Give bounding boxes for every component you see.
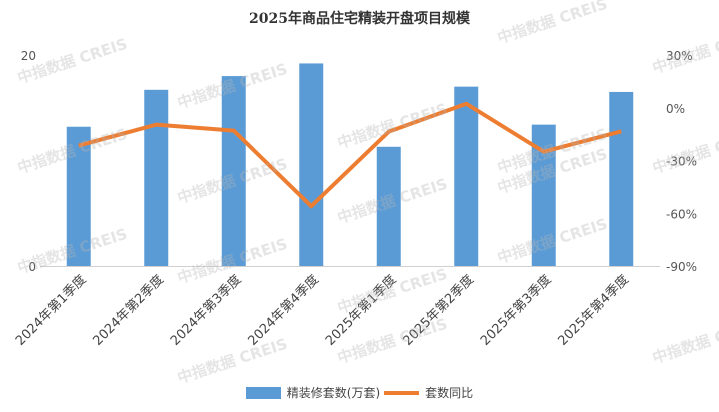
legend-line-swatch bbox=[384, 390, 420, 395]
category-label: 2025年第2季度 bbox=[400, 272, 477, 349]
bar bbox=[144, 89, 169, 266]
right-axis-tick: 0% bbox=[666, 102, 685, 116]
category-label: 2025年第1季度 bbox=[322, 272, 399, 349]
left-axis-tick: 0 bbox=[28, 260, 36, 274]
bar bbox=[376, 146, 401, 266]
legend: 精装修套数(万套) 套数同比 bbox=[0, 384, 719, 401]
legend-bar-label: 精装修套数(万套) bbox=[286, 386, 381, 400]
bar bbox=[221, 76, 246, 266]
category-label: 2024年第2季度 bbox=[90, 272, 167, 349]
right-axis-tick: -30% bbox=[666, 155, 697, 169]
right-axis-tick: -90% bbox=[666, 260, 697, 274]
category-label: 2024年第1季度 bbox=[12, 272, 89, 349]
legend-bar-swatch bbox=[245, 386, 281, 399]
right-axis-tick: -60% bbox=[666, 207, 697, 221]
bar bbox=[66, 126, 91, 267]
bar bbox=[299, 63, 324, 266]
right-axis-tick: 30% bbox=[666, 49, 693, 63]
yoy-line bbox=[78, 101, 622, 209]
bar bbox=[454, 86, 479, 267]
bar bbox=[609, 91, 634, 266]
legend-line-label: 套数同比 bbox=[425, 386, 474, 400]
category-label: 2025年第3季度 bbox=[477, 272, 554, 349]
category-label: 2024年第3季度 bbox=[167, 272, 244, 349]
category-label: 2025年第4季度 bbox=[555, 272, 632, 349]
category-label: 2024年第4季度 bbox=[245, 272, 322, 349]
left-axis-tick: 20 bbox=[21, 49, 36, 63]
chart-title: 2025年商品住宅精装开盘项目规模 bbox=[249, 11, 470, 27]
